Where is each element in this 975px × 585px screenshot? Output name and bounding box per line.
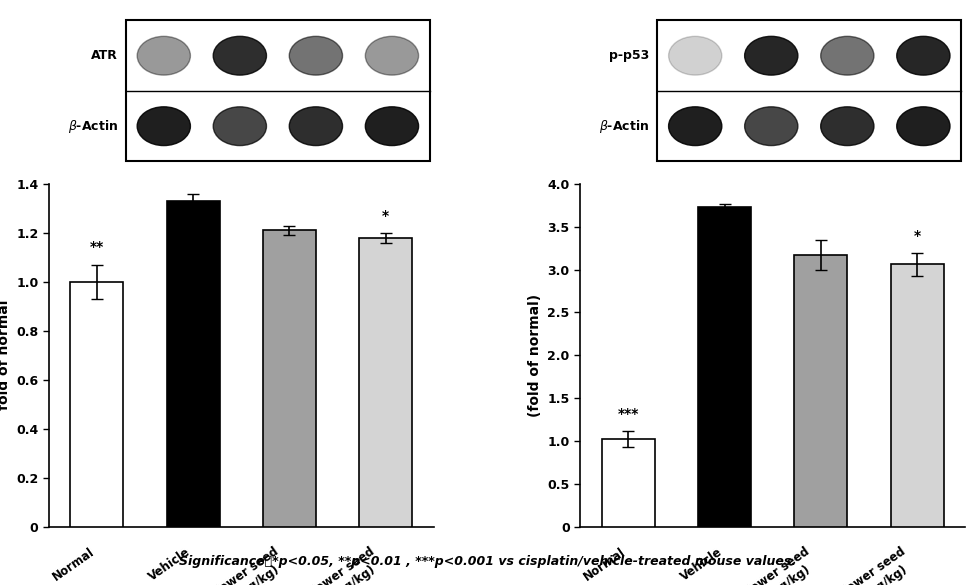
Bar <box>602 439 655 526</box>
FancyBboxPatch shape <box>657 20 961 161</box>
Text: *: * <box>914 229 920 243</box>
Text: Safflower seed
(100 mg/kg): Safflower seed (100 mg/kg) <box>192 545 290 585</box>
Ellipse shape <box>897 107 950 146</box>
Text: ATR: ATR <box>92 49 118 62</box>
Bar <box>359 238 412 526</box>
Text: Normal: Normal <box>581 545 628 583</box>
Text: **: ** <box>90 240 104 254</box>
Y-axis label: (fold of normal): (fold of normal) <box>527 294 542 417</box>
Text: Vehicle: Vehicle <box>678 545 724 583</box>
Ellipse shape <box>669 107 722 146</box>
Bar <box>795 255 847 526</box>
Bar <box>263 230 316 526</box>
Text: ***: *** <box>617 407 639 421</box>
Text: Safflower seed
(100 mg/kg): Safflower seed (100 mg/kg) <box>723 545 821 585</box>
Text: $\beta$-Actin: $\beta$-Actin <box>67 118 118 135</box>
Bar <box>167 201 219 526</box>
Text: $\beta$-Actin: $\beta$-Actin <box>599 118 649 135</box>
Bar <box>890 264 944 526</box>
Y-axis label: fold of normal: fold of normal <box>0 300 11 411</box>
Bar <box>70 282 124 526</box>
Text: p-p53: p-p53 <box>609 49 649 62</box>
Ellipse shape <box>821 36 874 75</box>
Text: Safflower seed
(200 mg/kg): Safflower seed (200 mg/kg) <box>289 545 386 585</box>
Text: Safflower seed
(200 mg/kg): Safflower seed (200 mg/kg) <box>820 545 917 585</box>
Ellipse shape <box>214 107 266 146</box>
Bar <box>698 207 751 526</box>
Ellipse shape <box>137 107 190 146</box>
Ellipse shape <box>745 36 798 75</box>
Ellipse shape <box>897 36 950 75</box>
Ellipse shape <box>214 36 266 75</box>
Ellipse shape <box>669 36 722 75</box>
Ellipse shape <box>290 107 342 146</box>
Ellipse shape <box>821 107 874 146</box>
Text: Normal: Normal <box>50 545 97 583</box>
Ellipse shape <box>745 107 798 146</box>
Text: *: * <box>382 209 389 223</box>
Ellipse shape <box>290 36 342 75</box>
Text: Significance：*p<0.05, **p<0.01 , ***p<0.001 vs cisplatin/vehicle-treated mouse v: Significance：*p<0.05, **p<0.01 , ***p<0.… <box>179 555 796 568</box>
Ellipse shape <box>366 36 418 75</box>
Ellipse shape <box>137 36 190 75</box>
Text: Vehicle: Vehicle <box>146 545 193 583</box>
Ellipse shape <box>366 107 418 146</box>
FancyBboxPatch shape <box>126 20 430 161</box>
